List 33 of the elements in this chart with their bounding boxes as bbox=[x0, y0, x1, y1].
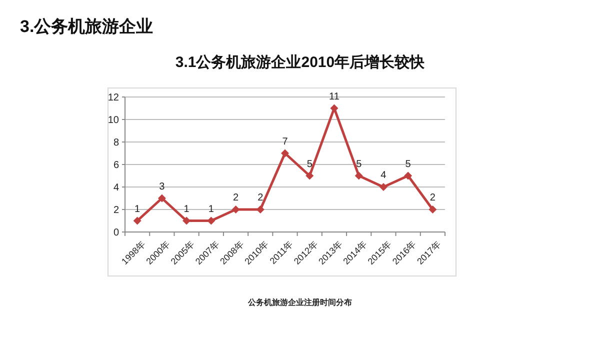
point bbox=[354, 172, 363, 180]
point bbox=[379, 183, 388, 191]
y-tick-label: 4 bbox=[113, 182, 120, 194]
y-tick-label: 0 bbox=[113, 228, 120, 238]
data-label: 1 bbox=[208, 204, 214, 215]
data-label: 1 bbox=[134, 204, 141, 215]
point bbox=[232, 206, 240, 214]
data-label: 7 bbox=[282, 136, 288, 148]
y-tick-label: 12 bbox=[108, 92, 120, 104]
data-label: 5 bbox=[356, 158, 362, 170]
data-label: 1 bbox=[184, 204, 190, 215]
data-label: 2 bbox=[430, 192, 436, 204]
text: 公务机旅游企业注册时间分布 bbox=[247, 298, 352, 307]
y-tick-label: 8 bbox=[113, 138, 120, 148]
point bbox=[281, 149, 289, 158]
data-label: 11 bbox=[329, 91, 340, 102]
y-tick-label: 10 bbox=[108, 115, 120, 126]
data-label: 5 bbox=[306, 158, 313, 170]
point bbox=[133, 216, 142, 225]
data-label: 2 bbox=[232, 192, 239, 204]
point bbox=[306, 172, 314, 180]
text: 3.公务机旅游企业 bbox=[20, 17, 154, 36]
point bbox=[158, 194, 166, 202]
chart-title: 3.1公务机旅游企业2010年后增长较快 bbox=[175, 54, 426, 71]
data-label: 5 bbox=[405, 158, 412, 170]
y-tick-label: 2 bbox=[113, 205, 120, 216]
point bbox=[330, 104, 338, 112]
point bbox=[404, 172, 412, 180]
point bbox=[428, 206, 437, 214]
data-label: 2 bbox=[258, 192, 264, 204]
y-tick-label: 6 bbox=[113, 160, 120, 171]
data-label: 4 bbox=[380, 170, 387, 181]
data-label: 3 bbox=[159, 181, 166, 192]
